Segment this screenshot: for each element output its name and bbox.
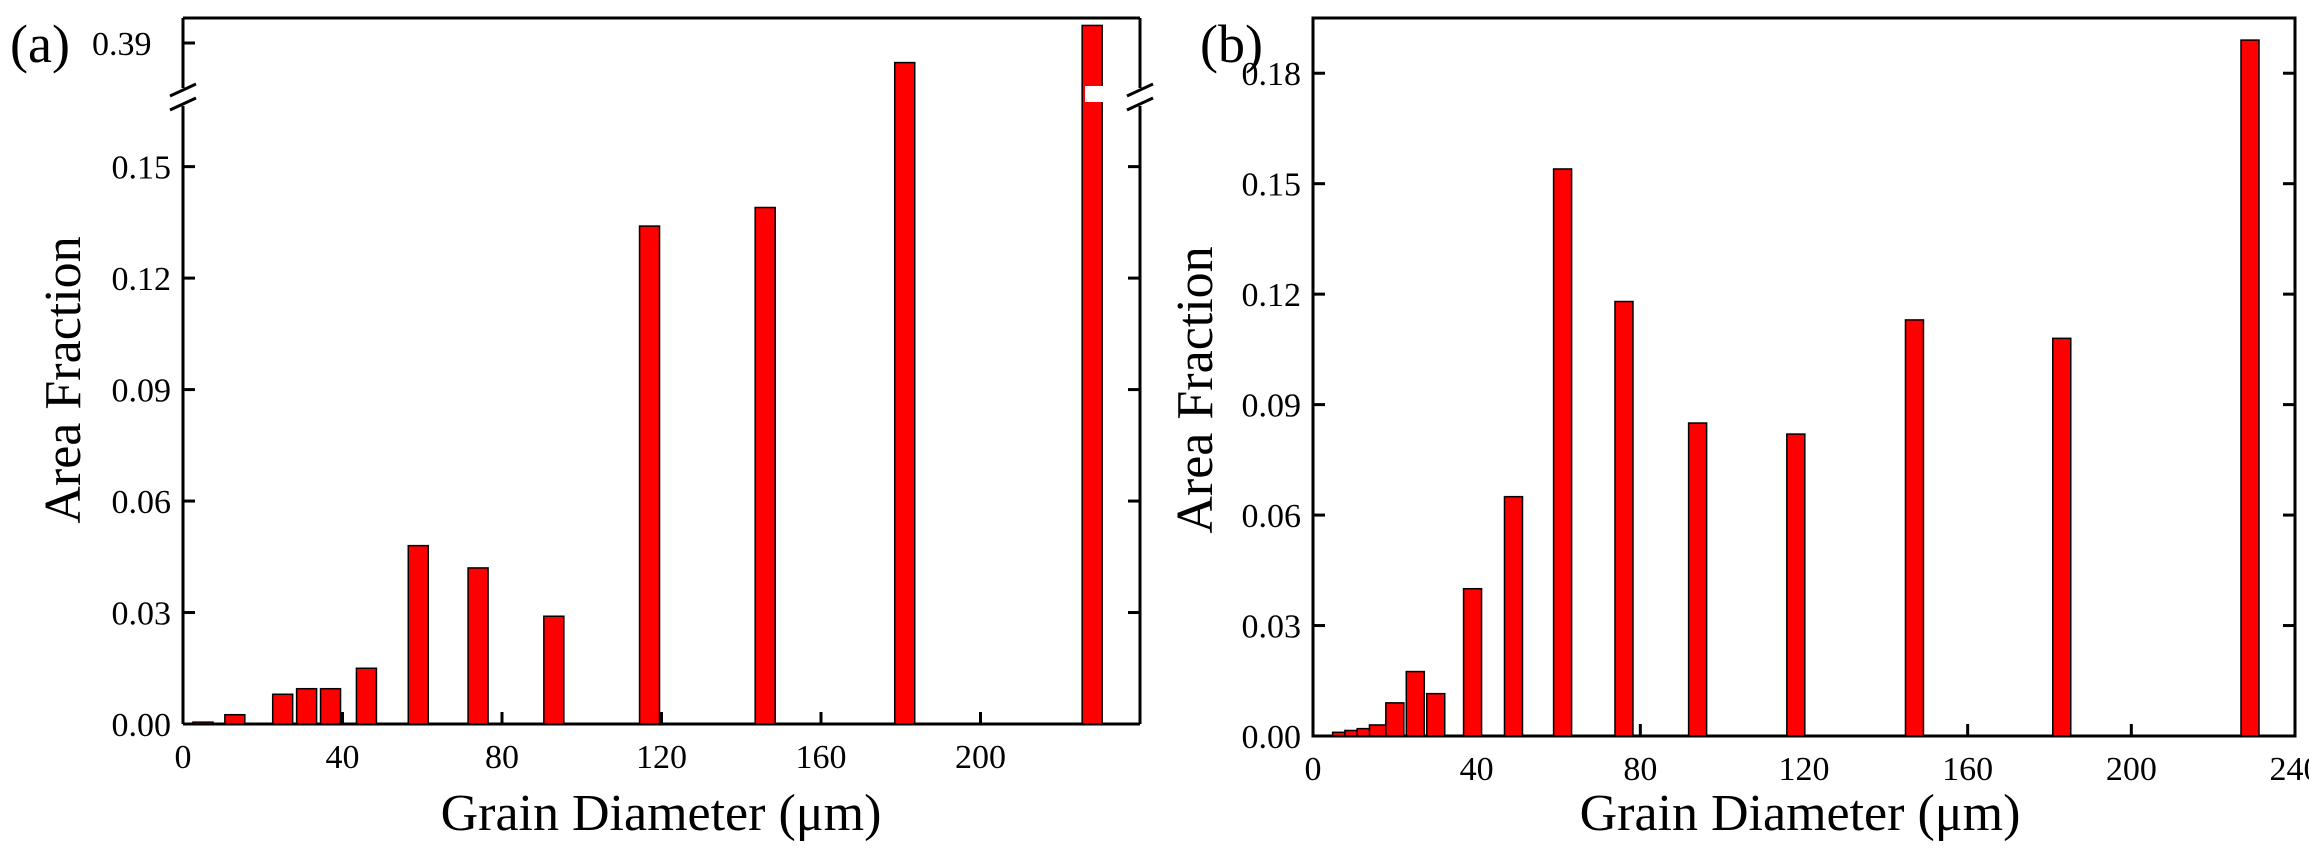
bar <box>271 693 294 725</box>
x-tick-label: 0 <box>1305 751 1322 788</box>
x-tick-label: 200 <box>2106 751 2157 788</box>
panel-b: (b) 0.00 0.03 0.06 0.09 0.12 0.15 0.18 0 40 80 12… <box>1167 14 2309 842</box>
x-tick-label: 240 <box>2270 751 2309 788</box>
bar <box>1614 300 1634 737</box>
x-tick-label: 80 <box>485 739 519 776</box>
bar <box>1405 670 1426 737</box>
bar <box>1368 724 1389 737</box>
bar <box>192 721 214 725</box>
panel-a-ytick-label-break: 0.39 <box>92 26 152 63</box>
x-tick-label: 120 <box>1779 751 1830 788</box>
x-tick-label: 40 <box>1460 751 1494 788</box>
panel-a-x-ticks: 0 40 80 120 160 200 <box>175 712 1006 776</box>
y-tick-label: 0.15 <box>1242 167 1302 204</box>
x-tick-label: 80 <box>1623 751 1657 788</box>
bar <box>893 61 916 725</box>
bar <box>319 687 342 725</box>
bar <box>1385 702 1405 737</box>
panel-a-axis-break-right <box>1126 82 1154 112</box>
bar <box>1552 168 1573 737</box>
bar <box>638 225 661 725</box>
x-tick-label: 120 <box>636 739 687 776</box>
panel-a: (a) 0.39 0.00 0.03 0.06 0.09 0.12 0.15 0 40 80 1… <box>10 14 1154 842</box>
y-tick-label: 0.18 <box>1242 56 1302 93</box>
bar <box>467 567 489 725</box>
y-tick-label: 0.12 <box>1242 277 1302 314</box>
x-tick-label: 40 <box>326 739 360 776</box>
bar <box>1426 692 1446 737</box>
y-tick-label: 0.00 <box>112 707 172 744</box>
bar <box>224 713 246 725</box>
panel-b-y-axis-label: Area Fraction <box>1167 246 1224 533</box>
bar <box>1081 24 1103 725</box>
y-tick-label: 0.12 <box>112 261 172 298</box>
panel-b-x-ticks: 0 40 80 120 160 200 240 <box>1305 724 2309 788</box>
y-tick-label: 0.09 <box>112 373 172 410</box>
panel-a-bar-break-gap <box>1085 86 1115 102</box>
panel-b-x-axis-label: Grain Diameter (μm) <box>1580 785 2021 842</box>
bar <box>2052 337 2072 737</box>
panel-a-y-ticks: 0.00 0.03 0.06 0.09 0.12 0.15 <box>112 150 1140 744</box>
y-tick-label: 0.03 <box>112 596 172 633</box>
bar <box>1462 587 1483 737</box>
bar <box>1687 422 1708 737</box>
x-tick-label: 200 <box>955 739 1006 776</box>
x-tick-label: 160 <box>796 739 847 776</box>
bar <box>754 206 776 725</box>
x-tick-label: 0 <box>175 739 192 776</box>
y-tick-label: 0.09 <box>1242 388 1302 425</box>
y-tick-label: 0.03 <box>1242 609 1302 646</box>
panel-b-bars <box>1331 39 2260 737</box>
panel-a-label: (a) <box>10 14 70 74</box>
panel-a-y-axis-label: Area Fraction <box>35 236 92 523</box>
bar <box>295 687 318 725</box>
bar <box>1786 433 1806 737</box>
bar <box>2240 39 2260 737</box>
bar <box>1503 495 1524 737</box>
panel-a-axis-break-left <box>169 82 197 112</box>
bar <box>543 615 565 725</box>
panel-a-x-axis-label: Grain Diameter (μm) <box>441 785 882 842</box>
panel-b-label: (b) <box>1200 14 1263 74</box>
y-tick-label: 0.00 <box>1242 719 1302 756</box>
bar <box>407 544 430 725</box>
bar <box>1904 319 1925 737</box>
x-tick-label: 160 <box>1942 751 1993 788</box>
y-tick-label: 0.06 <box>112 484 172 521</box>
panel-b-y-ticks: 0.00 0.03 0.06 0.09 0.12 0.15 0.18 <box>1242 56 2295 756</box>
y-tick-label: 0.06 <box>1242 498 1302 535</box>
bar <box>355 667 378 725</box>
y-tick-label: 0.15 <box>112 150 172 187</box>
panel-a-bars <box>192 24 1103 725</box>
